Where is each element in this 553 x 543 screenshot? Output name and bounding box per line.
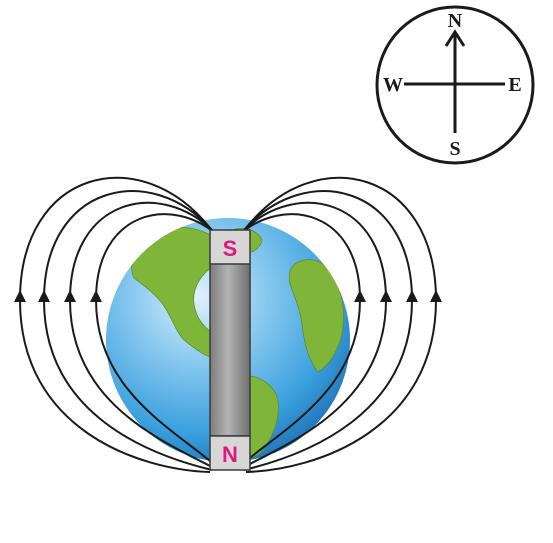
arrow-up-icon [430,290,442,302]
arrow-up-icon [354,290,366,302]
compass-north-label: N [448,10,463,32]
magnet-bottom-cap [209,435,251,471]
arrow-up-icon [90,290,102,302]
arrow-up-icon [64,290,76,302]
compass-east-label: E [508,74,521,96]
magnet-north-pole-label: N [222,442,238,467]
compass: N S W E [375,5,535,165]
compass-west-label: W [383,74,403,96]
magnet-top-cap [209,229,251,265]
magnet-body [209,261,251,437]
arrow-up-icon [380,290,392,302]
field-arrows [14,290,442,302]
bar-magnet: S N [209,229,251,471]
arrow-up-icon [406,290,418,302]
compass-south-label: S [449,138,460,160]
compass-north-arrow-icon [444,29,466,47]
arrow-up-icon [14,290,26,302]
arrow-up-icon [38,290,50,302]
magnet-south-pole-label: S [223,236,238,261]
